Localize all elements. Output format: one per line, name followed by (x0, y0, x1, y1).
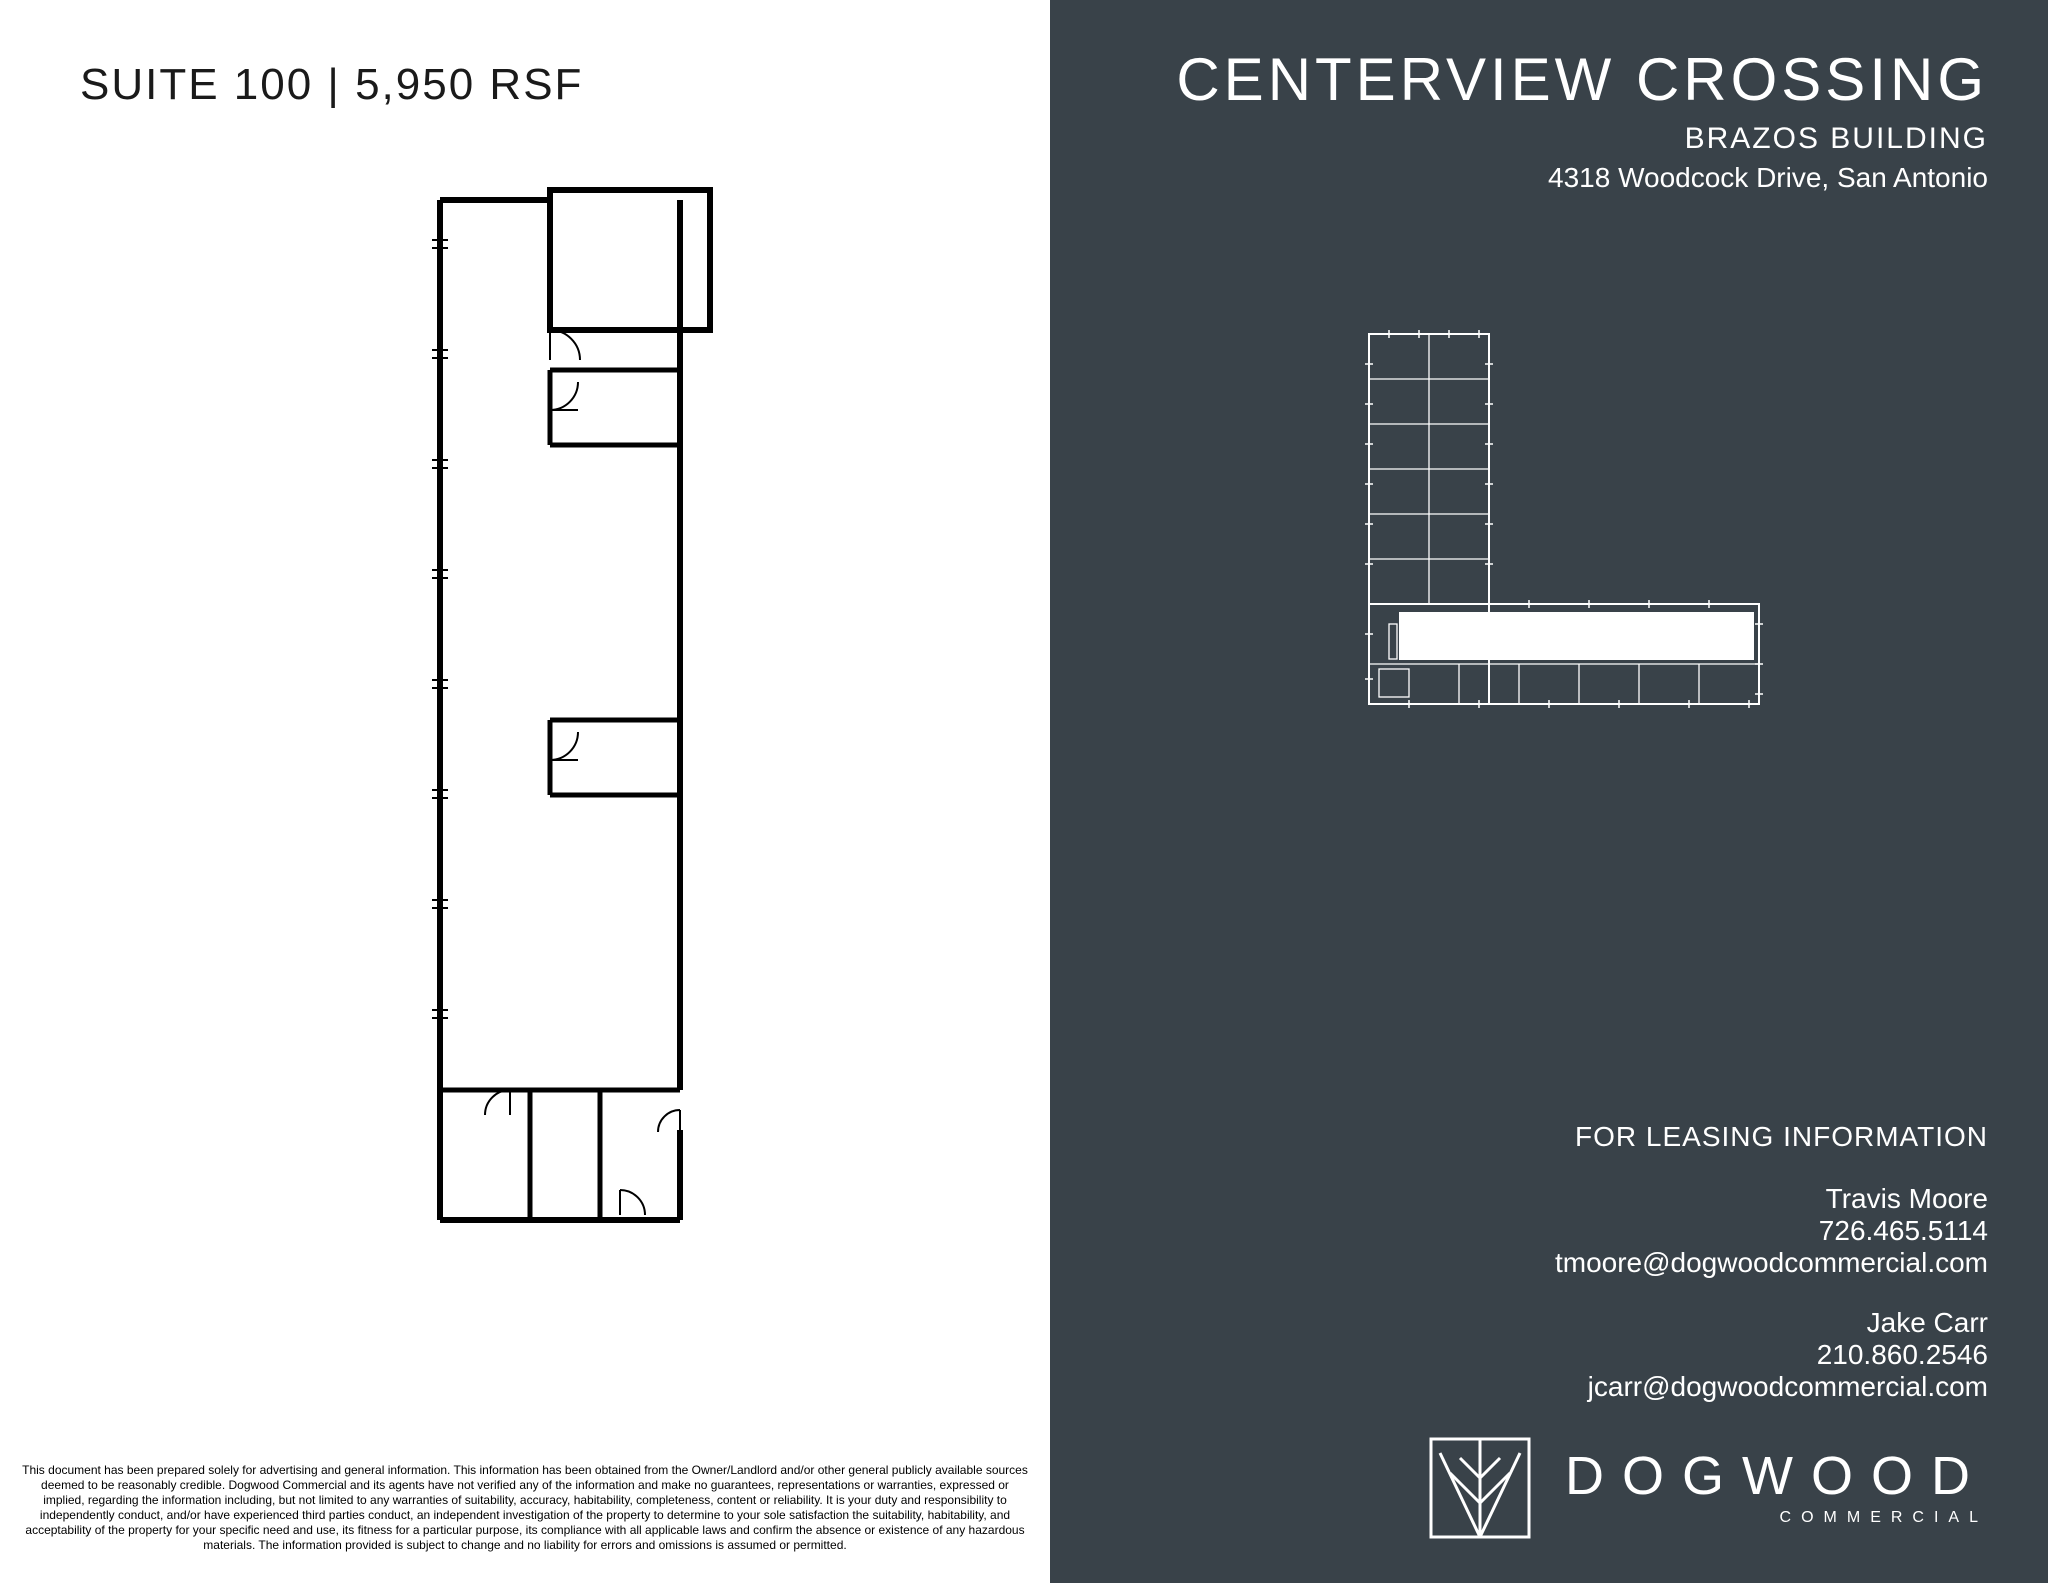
page: SUITE 100 | 5,950 RSF (0, 0, 2048, 1583)
leasing-block: FOR LEASING INFORMATION Travis Moore 726… (1110, 1121, 1988, 1543)
property-address: 4318 Woodcock Drive, San Antonio (1110, 162, 1988, 194)
contact-1: Travis Moore 726.465.5114 tmoore@dogwood… (1110, 1183, 1988, 1279)
property-title: CENTERVIEW CROSSING (1110, 50, 1988, 110)
logo-word: DOGWOOD (1565, 1449, 1988, 1503)
contact-1-email: tmoore@dogwoodcommercial.com (1110, 1247, 1988, 1279)
dogwood-logo-icon (1425, 1433, 1535, 1543)
contact-2-name: Jake Carr (1110, 1307, 1988, 1339)
right-panel: CENTERVIEW CROSSING BRAZOS BUILDING 4318… (1050, 0, 2048, 1583)
suite-floorplan-diagram (420, 170, 720, 1230)
logo: DOGWOOD COMMERCIAL (1110, 1433, 1988, 1543)
header-block: CENTERVIEW CROSSING BRAZOS BUILDING 4318… (1110, 50, 1988, 194)
contact-1-name: Travis Moore (1110, 1183, 1988, 1215)
logo-text: DOGWOOD COMMERCIAL (1565, 1449, 1988, 1527)
suite-title: SUITE 100 | 5,950 RSF (80, 60, 1020, 110)
disclaimer-text: This document has been prepared solely f… (20, 1463, 1030, 1553)
contact-2: Jake Carr 210.860.2546 jcarr@dogwoodcomm… (1110, 1307, 1988, 1403)
left-panel: SUITE 100 | 5,950 RSF (0, 0, 1050, 1583)
contact-2-email: jcarr@dogwoodcommercial.com (1110, 1371, 1988, 1403)
contact-1-phone: 726.465.5114 (1110, 1215, 1988, 1247)
logo-sub: COMMERCIAL (1780, 1509, 1988, 1527)
contact-2-phone: 210.860.2546 (1110, 1339, 1988, 1371)
building-name: BRAZOS BUILDING (1110, 122, 1988, 156)
building-keyplan-diagram (1329, 324, 1769, 744)
leasing-header: FOR LEASING INFORMATION (1110, 1121, 1988, 1153)
